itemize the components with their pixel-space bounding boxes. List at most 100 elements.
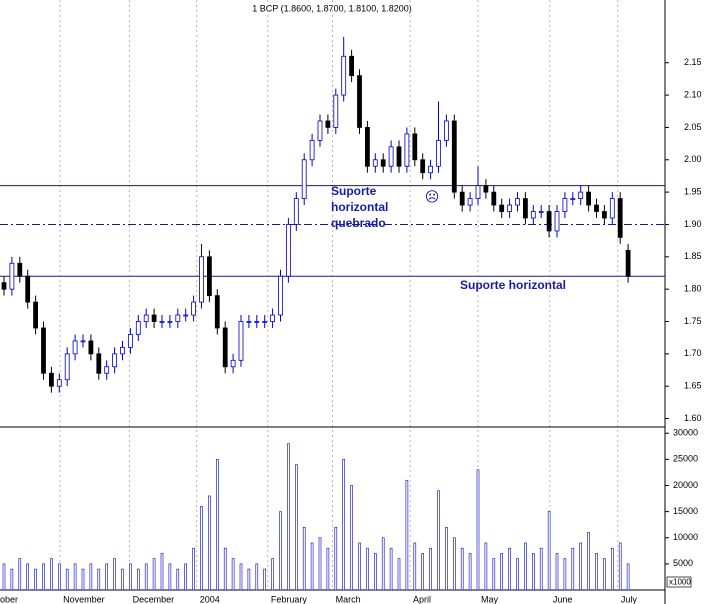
volume-bar [231,558,235,591]
volume-bar [10,568,14,591]
volume-bar [144,563,148,591]
candle-body [143,314,149,322]
candle-body [443,120,449,141]
x-tick-label: ober [0,594,18,604]
candle-body [104,366,110,374]
volume-bar [42,563,45,591]
volume-bar [310,542,314,591]
candle-body [420,159,426,174]
candle-body [467,198,473,206]
y-tick-label: 1.80 [684,284,702,294]
candle-body [594,204,599,212]
candle-body [88,340,94,355]
candle-body [491,191,497,206]
candle-body [538,211,544,213]
volume-bar [2,563,6,591]
candle-body [56,379,62,387]
candle-body [151,314,157,322]
candle-body [459,191,465,206]
volume-bar [216,459,219,591]
volume-bar [26,563,30,591]
volume-bar [571,547,575,591]
x-tick-label: May [481,594,499,604]
volume-bar [484,542,488,591]
candle-body [278,275,283,316]
volume-bar [405,479,409,591]
volume-bar [445,526,448,591]
x-tick-label: November [63,594,105,604]
candle-body [475,185,481,199]
volume-bar [603,558,606,591]
volume-bar [302,526,306,591]
candle-body [167,321,173,323]
candle-body [135,321,141,335]
x-tick-label: July [621,594,638,604]
y-tick-label: 1.75 [684,316,702,326]
volume-bar [223,547,227,591]
volume-bar [121,568,124,591]
candle-body [199,256,204,303]
volume-bar [460,547,464,591]
volume-bar [18,558,22,591]
candle-body [499,204,505,212]
candle-body [609,198,615,219]
volume-bar [587,532,590,591]
candle-body [183,314,189,317]
volume-bar [326,547,330,591]
x-tick-label: March [336,594,361,604]
candle-body [530,211,536,219]
candle-body [562,198,568,212]
candle-body [372,159,378,167]
y-tick-label: 2.15 [684,57,702,67]
volume-tick-label: 30000 [673,428,698,438]
volume-bar [476,469,480,591]
candle-body [72,340,78,355]
volume-bar [73,563,77,591]
volume-bar [595,553,598,591]
volume-bar [279,511,282,591]
candle-body [570,198,576,200]
candle-body [285,224,291,277]
candle-body [404,133,410,167]
candle-body [64,353,70,381]
candle-body [625,249,631,277]
volume-bar [397,558,401,591]
y-tick-label: 1.60 [684,413,702,423]
volume-bar [113,558,116,591]
x-tick-label: April [413,594,431,604]
candle-body [17,262,23,277]
unit-box [666,576,692,588]
volume-tick-label: 15000 [673,506,698,516]
volume-bar [89,563,93,591]
volume-bar [579,542,583,591]
volume-bar [81,568,85,591]
volume-bar [429,547,432,591]
volume-bar [208,495,211,591]
candle-body [230,359,236,368]
candle-body [317,120,323,141]
volume-bar [50,558,53,591]
volume-bar [160,553,164,591]
annotation: Suporte horizontal [460,278,566,292]
volume-bar [492,558,496,591]
y-tick-label: 2.00 [684,154,702,164]
volume-bar [176,568,180,591]
volume-bar [263,568,267,591]
candle-body [246,321,252,323]
volume-bar [318,537,322,591]
candle-body [112,353,117,368]
volume-tick-label: 20000 [673,480,698,490]
volume-bar [192,547,195,591]
volume-bar [524,542,527,591]
candle-body [214,295,220,329]
volume-bar [271,558,274,591]
candle-body [333,94,339,128]
candle-body [341,55,347,96]
volume-bar [129,563,132,591]
y-tick-label: 2.10 [684,89,702,99]
y-tick-label: 2.05 [684,122,702,132]
candle-body [222,327,228,368]
volume-bar [105,563,108,591]
candle-body [301,159,307,199]
candle-body [159,321,165,323]
